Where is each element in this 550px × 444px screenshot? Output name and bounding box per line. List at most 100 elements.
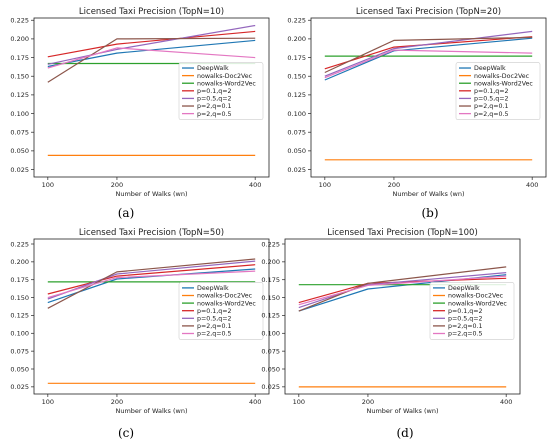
y-tick-label: 0.125 — [10, 312, 29, 320]
y-tick-label: 0.050 — [287, 147, 306, 155]
legend-entry: nowalks-Doc2Vec — [474, 73, 530, 80]
series-line-deepwalk — [324, 37, 533, 81]
legend: DeepWalknowalks-Doc2Vecnowalks-Word2Vecp… — [455, 62, 541, 121]
x-axis-label: Number of Walks (wn) — [392, 190, 464, 198]
series-line-p-2-q-0-5 — [298, 275, 507, 306]
y-tick-label: 0.225 — [261, 240, 280, 248]
x-tick-label: 100 — [319, 181, 331, 189]
chart-title: Licensed Taxi Precision (TopN=100) — [327, 228, 478, 238]
y-tick-label: 0.100 — [10, 110, 29, 118]
y-tick-label: 0.150 — [261, 294, 280, 302]
legend-entry: nowalks-Doc2Vec — [197, 73, 253, 80]
series-line-deepwalk — [47, 39, 256, 68]
legend-entry: p=2,q=0.1 — [197, 323, 232, 330]
legend-entry: p=0.1,q=2 — [448, 308, 483, 315]
legend-entry: nowalks-Word2Vec — [197, 80, 256, 87]
y-tick-label: 0.175 — [10, 276, 29, 284]
y-tick-label: 0.200 — [287, 35, 306, 43]
x-tick-label: 200 — [388, 181, 400, 189]
legend-box — [178, 282, 264, 340]
y-tick-label: 0.025 — [10, 166, 29, 174]
series-line-p-0-1-q-2 — [47, 264, 256, 295]
x-tick-label: 100 — [42, 181, 54, 189]
y-tick-label: 0.150 — [287, 73, 306, 81]
panel-caption: (b) — [421, 206, 438, 220]
y-tick-label: 0.150 — [10, 73, 29, 81]
y-tick-label: 0.050 — [10, 147, 29, 155]
x-axis-label: Number of Walks (wn) — [115, 407, 187, 415]
legend-box — [455, 62, 541, 121]
legend-entry: p=0.1,q=2 — [197, 308, 232, 315]
y-tick-label: 0.025 — [261, 383, 280, 391]
x-tick-label: 100 — [293, 398, 305, 406]
legend-entry: nowalks-Word2Vec — [448, 300, 507, 307]
legend-entry: DeepWalk — [197, 285, 229, 292]
x-tick-label: 400 — [526, 181, 538, 189]
y-tick-label: 0.200 — [10, 258, 29, 266]
legend-entry: p=0.5,q=2 — [448, 316, 483, 323]
legend-entry: p=2,q=0.5 — [448, 331, 483, 338]
legend-entry: p=0.5,q=2 — [474, 96, 509, 103]
y-tick-label: 0.225 — [10, 240, 29, 248]
y-tick-label: 0.125 — [287, 91, 306, 99]
series-line-p-2-q-0-1 — [298, 266, 507, 312]
x-axis-label: Number of Walks (wn) — [115, 190, 187, 198]
chart-panel-d: Licensed Taxi Precision (TopN=100) 0.025 0… — [261, 228, 521, 440]
series-line-p-2-q-0-5 — [47, 270, 256, 299]
y-tick-label: 0.225 — [10, 17, 29, 25]
series-line-p-0-1-q-2 — [47, 30, 256, 58]
y-tick-label: 0.075 — [261, 347, 280, 355]
x-tick-label: 200 — [111, 181, 123, 189]
legend-entry: p=0.5,q=2 — [197, 96, 232, 103]
y-tick-label: 0.025 — [287, 166, 306, 174]
x-tick-label: 400 — [249, 181, 261, 189]
series-line-p-2-q-0-1 — [324, 36, 533, 74]
legend-box — [429, 282, 515, 340]
y-tick-label: 0.125 — [10, 91, 29, 99]
chart-title: Licensed Taxi Precision (TopN=20) — [356, 7, 501, 17]
x-tick-label: 400 — [249, 398, 261, 406]
series-line-deepwalk — [47, 268, 256, 304]
legend-entry: p=2,q=0.5 — [197, 331, 232, 338]
series-line-p-0-5-q-2 — [324, 30, 533, 77]
series-line-p-2-q-0-5 — [324, 49, 533, 79]
chart-panel-a: Licensed Taxi Precision (TopN=10) 0.025 0.… — [10, 7, 270, 220]
chart-panel-c: Licensed Taxi Precision (TopN=50) 0.025 0.… — [10, 228, 270, 440]
y-tick-label: 0.100 — [287, 110, 306, 118]
y-tick-label: 0.200 — [261, 258, 280, 266]
x-tick-label: 200 — [362, 398, 374, 406]
legend-entry: DeepWalk — [197, 65, 229, 72]
series-line-p-2-q-0-1 — [47, 37, 256, 83]
chart-title: Licensed Taxi Precision (TopN=50) — [79, 228, 224, 238]
legend: DeepWalknowalks-Doc2Vecnowalks-Word2Vecp… — [429, 282, 515, 340]
panel-caption: (a) — [118, 206, 135, 220]
y-tick-label: 0.025 — [10, 383, 29, 391]
y-tick-label: 0.175 — [261, 276, 280, 284]
y-tick-label: 0.075 — [10, 129, 29, 137]
y-tick-label: 0.175 — [10, 54, 29, 62]
y-tick-label: 0.075 — [10, 347, 29, 355]
legend-entry: DeepWalk — [448, 285, 480, 292]
x-tick-label: 400 — [500, 398, 512, 406]
x-axis-label: Number of Walks (wn) — [366, 407, 438, 415]
legend-box — [178, 62, 264, 121]
x-tick-label: 200 — [111, 398, 123, 406]
legend-entry: p=0.1,q=2 — [474, 88, 509, 95]
y-tick-label: 0.100 — [261, 330, 280, 338]
legend: DeepWalknowalks-Doc2Vecnowalks-Word2Vecp… — [178, 282, 264, 340]
legend-entry: p=2,q=0.5 — [474, 111, 509, 118]
legend-entry: nowalks-Doc2Vec — [448, 293, 504, 300]
legend-entry: nowalks-Word2Vec — [474, 80, 533, 87]
series-line-p-2-q-0-1 — [47, 258, 256, 309]
legend-entry: DeepWalk — [474, 65, 506, 72]
x-tick-label: 100 — [42, 398, 54, 406]
chart-title: Licensed Taxi Precision (TopN=10) — [79, 7, 224, 17]
y-tick-label: 0.050 — [10, 365, 29, 373]
panel-caption: (d) — [396, 426, 413, 440]
y-tick-label: 0.075 — [287, 129, 306, 137]
y-tick-label: 0.100 — [10, 330, 29, 338]
legend-entry: p=2,q=0.1 — [474, 103, 509, 110]
legend-entry: p=2,q=0.5 — [197, 111, 232, 118]
